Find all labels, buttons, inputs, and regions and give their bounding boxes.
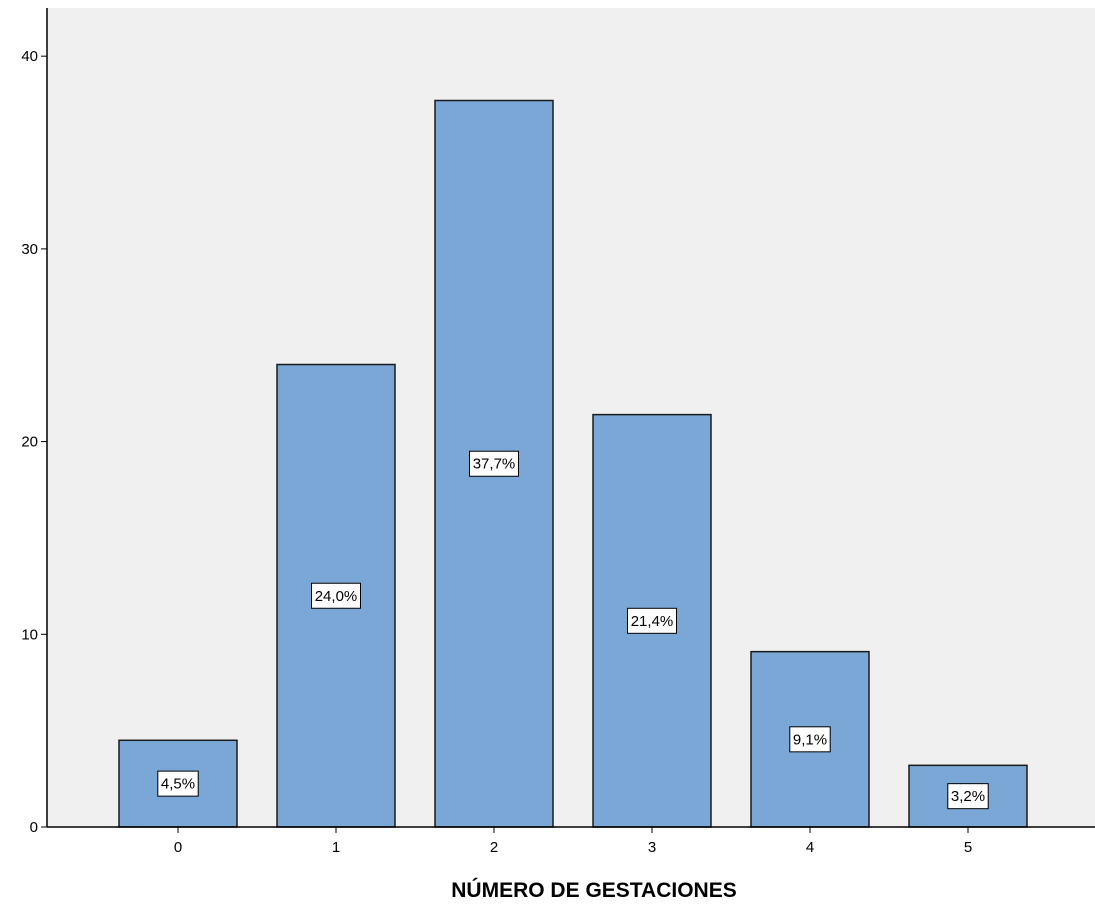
x-tick-label: 2 [490,839,498,856]
data-label: 37,7% [473,456,516,473]
data-label: 21,4% [631,613,674,630]
y-tick-label: 0 [30,819,38,836]
data-label: 9,1% [793,731,827,748]
x-tick-label: 3 [648,839,656,856]
data-label-box [311,582,361,609]
data-label: 24,0% [315,588,358,605]
y-axis: 0 10 20 30 40 [21,8,48,836]
y-tick-label: 30 [21,241,38,258]
x-tick-label: 1 [332,839,340,856]
plot-area [47,8,1095,827]
x-tick-label: 4 [806,839,814,856]
data-label-box [947,783,989,810]
x-tick-label: 5 [964,839,972,856]
data-labels-group: 4,5% 24,0% 37,7% 21,4% 9,1% 3,2% [157,450,989,810]
data-label-box [627,607,677,634]
data-label-box [469,450,519,477]
x-tick-label: 0 [174,839,182,856]
data-label-box [789,726,831,753]
x-axis: 0 1 2 3 4 5 [47,826,1095,856]
y-tick-label: 20 [21,434,38,451]
y-tick-label: 40 [21,48,38,65]
data-label: 3,2% [951,788,985,805]
x-axis-title: NÚMERO DE GESTACIONES [451,878,736,902]
data-label-box [157,770,199,797]
y-tick-label: 10 [21,626,38,643]
data-label: 4,5% [161,776,195,793]
